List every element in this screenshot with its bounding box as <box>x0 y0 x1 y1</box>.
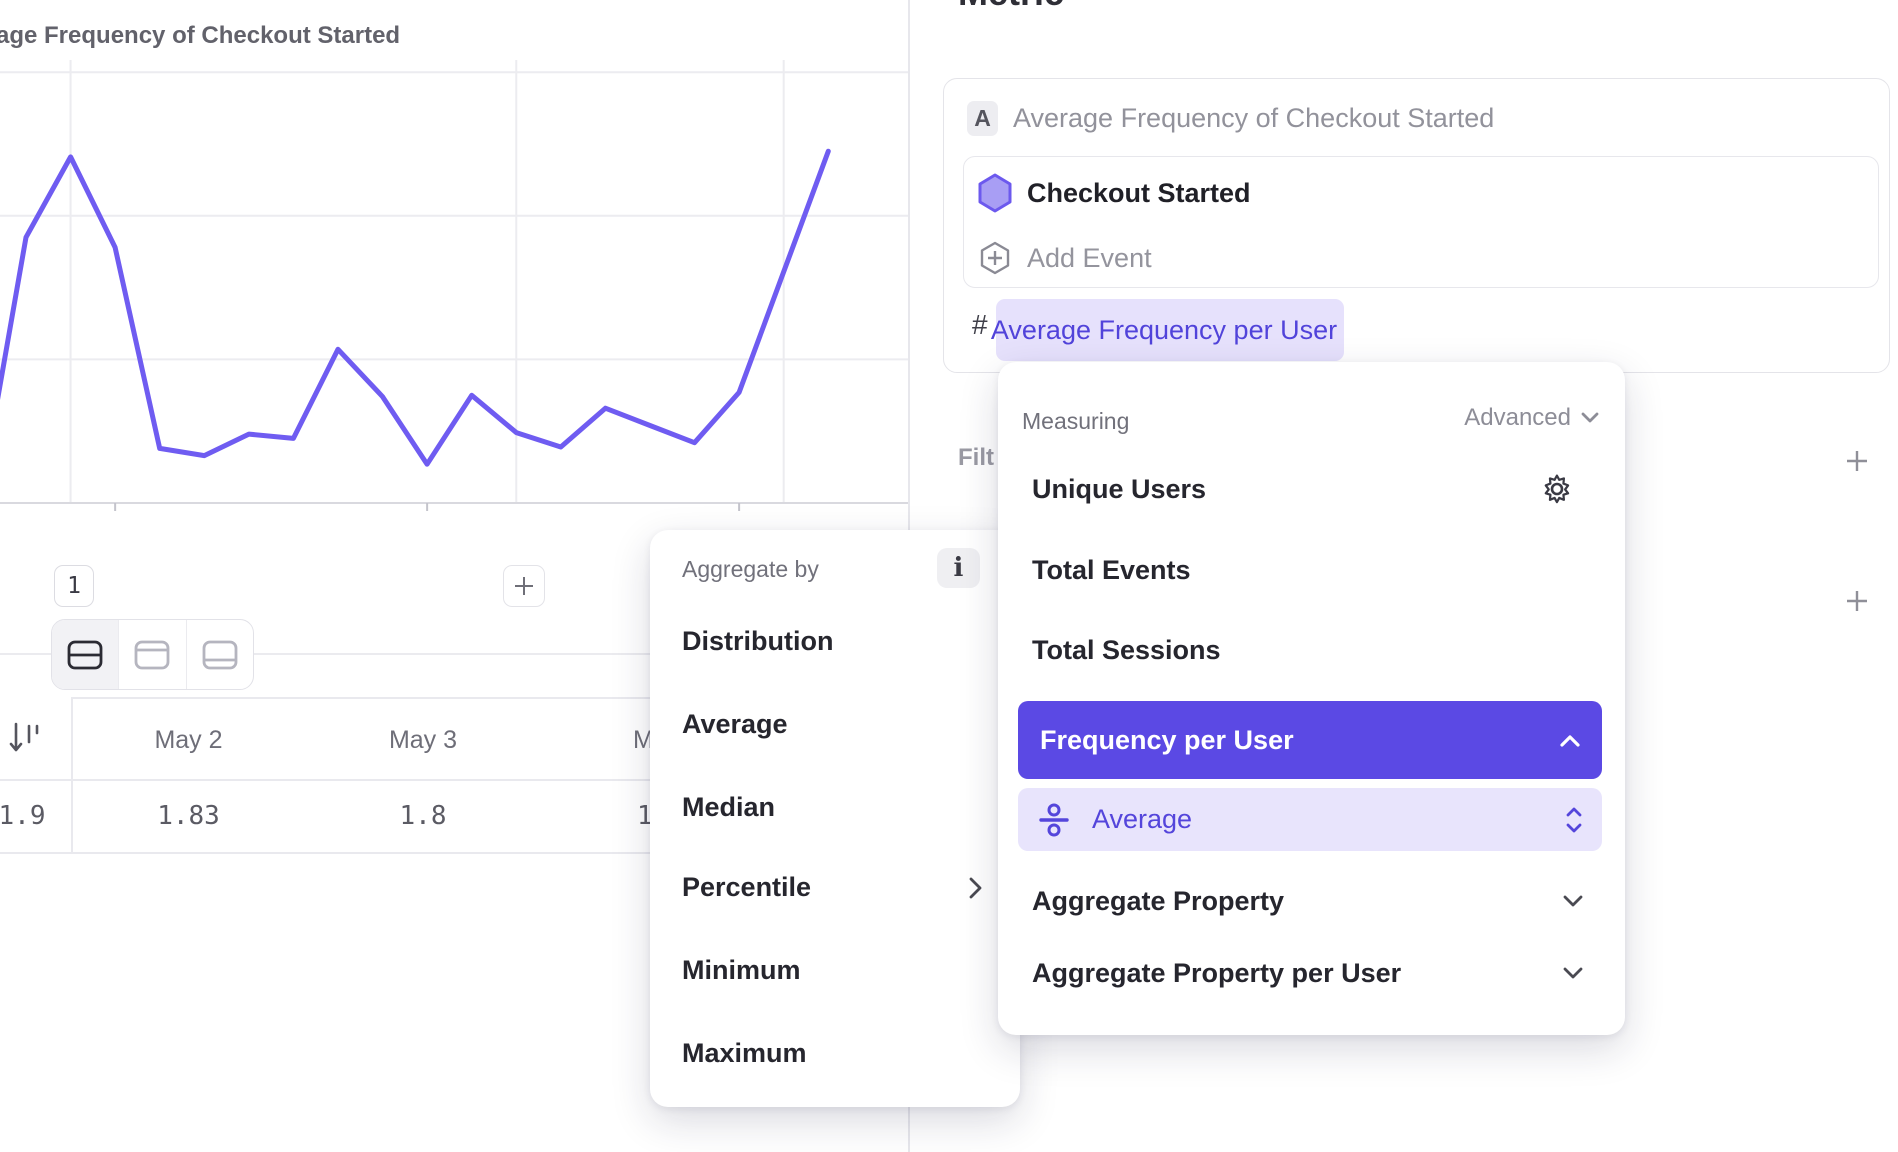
sort-icon[interactable] <box>8 720 42 758</box>
line-chart[interactable]: May 15 May 22 May 29 <box>0 60 908 520</box>
menu-item-average-aggregation[interactable]: Average <box>1018 788 1602 851</box>
menu-item-aggregate-property-per-user[interactable]: Aggregate Property per User <box>1032 958 1597 989</box>
table-cell-may3: 1.8 <box>399 801 447 831</box>
filters-section-label: Filt <box>958 444 994 471</box>
add-event-row[interactable]: Add Event <box>978 235 1152 281</box>
svg-text:May 29: May 29 <box>701 516 776 520</box>
plus-icon <box>515 577 533 595</box>
add-breakdown-button[interactable] <box>1845 589 1869 613</box>
add-filter-button[interactable] <box>1845 449 1869 473</box>
measuring-header: Measuring <box>1022 408 1130 434</box>
measuring-menu: Measuring Advanced Unique Users Total Ev… <box>998 362 1625 1035</box>
menu-item-unique-users[interactable]: Unique Users <box>1032 472 1592 506</box>
numeric-hash-symbol: # <box>972 309 988 340</box>
layout-table-button[interactable] <box>187 620 253 689</box>
chevron-down-icon <box>1563 967 1583 979</box>
chart-title: age Frequency of Checkout Started <box>0 22 401 49</box>
aggregate-by-header: Aggregate by <box>682 556 819 582</box>
bottom-view-icon <box>202 640 238 669</box>
event-row[interactable]: Checkout Started <box>978 170 1251 216</box>
interval-value: 1 <box>67 573 81 599</box>
menu-item-minimum[interactable]: Minimum <box>682 955 801 985</box>
chevron-down-icon <box>1581 412 1599 423</box>
gear-icon[interactable] <box>1540 472 1574 506</box>
menu-item-frequency-per-user-selected[interactable]: Frequency per User <box>1018 701 1602 779</box>
layout-chart-button[interactable] <box>119 620 187 689</box>
table-header-bottom-border <box>0 779 908 781</box>
layout-toggle-group <box>51 619 254 690</box>
menu-item-aggregate-property[interactable]: Aggregate Property <box>1032 886 1597 917</box>
measurement-dropdown[interactable]: Average Frequency per User <box>991 299 1344 361</box>
advanced-toggle[interactable]: Advanced <box>1464 404 1599 432</box>
table-cell-may2: 1.83 <box>157 801 220 831</box>
add-event-icon <box>980 241 1010 275</box>
average-aggregation-icon <box>1039 803 1069 836</box>
measurement-label: Average Frequency per User <box>990 314 1338 345</box>
menu-item-percentile[interactable]: Percentile <box>682 872 982 903</box>
table-header-top-border <box>71 697 908 699</box>
menu-item-distribution[interactable]: Distribution <box>682 626 834 656</box>
svg-text:May 15: May 15 <box>77 516 152 520</box>
metric-name-input[interactable]: Average Frequency of Checkout Started <box>1013 103 1495 133</box>
event-hexagon-icon <box>978 173 1012 213</box>
table-row-bottom-border <box>0 852 908 854</box>
aggregate-by-menu: Aggregate by i Distribution Average Medi… <box>650 530 1020 1107</box>
menu-item-maximum[interactable]: Maximum <box>682 1038 807 1068</box>
event-box: Checkout Started Add Event <box>963 156 1879 288</box>
chevron-up-icon <box>1560 734 1580 747</box>
chevron-down-icon <box>1563 895 1583 907</box>
info-icon[interactable]: i <box>937 548 980 588</box>
table-header-may3[interactable]: May 3 <box>388 725 458 754</box>
section-divider <box>0 653 908 655</box>
top-view-icon <box>135 640 170 669</box>
menu-item-median[interactable]: Median <box>682 792 776 822</box>
add-annotation-button[interactable] <box>503 565 545 607</box>
chevron-right-icon <box>969 877 982 898</box>
interval-input[interactable]: 1 <box>54 565 94 607</box>
split-view-icon <box>67 640 103 669</box>
table-cell-may4-clipped: 1 <box>637 801 653 831</box>
menu-item-average[interactable]: Average <box>682 709 788 739</box>
unfold-icon <box>1566 807 1582 832</box>
svg-text:May 22: May 22 <box>389 516 464 520</box>
table-cell-clipped: 1.9 <box>0 801 46 831</box>
add-event-label: Add Event <box>1027 242 1152 273</box>
menu-item-total-events[interactable]: Total Events <box>1032 555 1191 585</box>
layout-split-button[interactable] <box>52 620 120 689</box>
table-column-separator <box>71 697 73 853</box>
right-panel-title: Metric <box>958 0 1064 14</box>
menu-item-total-sessions[interactable]: Total Sessions <box>1032 635 1221 665</box>
table-header-may2[interactable]: May 2 <box>154 725 223 754</box>
metric-card: A Average Frequency of Checkout Started … <box>943 78 1890 373</box>
metric-letter-badge: A <box>967 101 998 136</box>
event-name: Checkout Started <box>1027 177 1251 208</box>
